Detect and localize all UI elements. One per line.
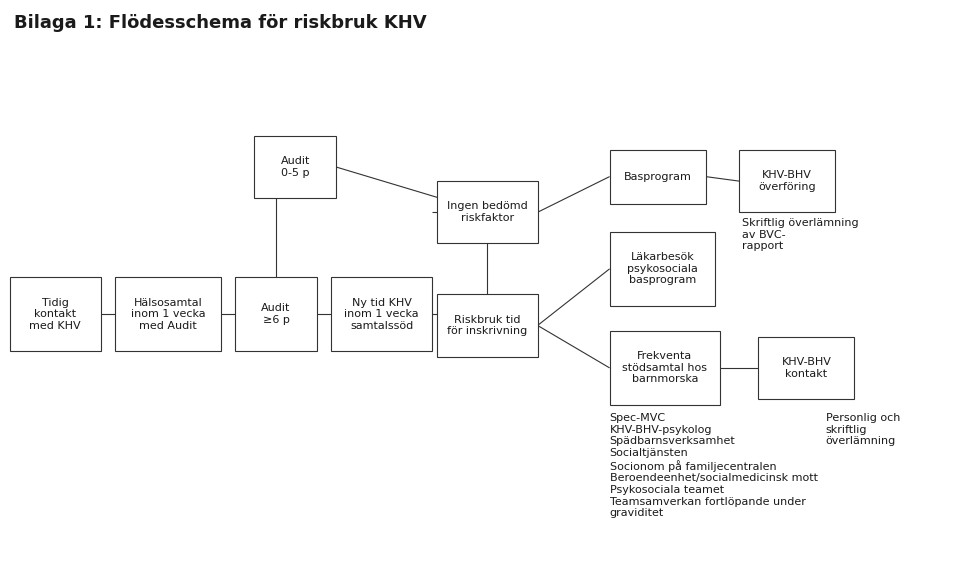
Text: Hälsosamtal
inom 1 vecka
med Audit: Hälsosamtal inom 1 vecka med Audit: [131, 298, 205, 331]
FancyBboxPatch shape: [610, 150, 706, 204]
Text: Ingen bedömd
riskfaktor: Ingen bedömd riskfaktor: [446, 201, 528, 223]
FancyBboxPatch shape: [437, 294, 538, 357]
Text: Bilaga 1: Flödesschema för riskbruk KHV: Bilaga 1: Flödesschema för riskbruk KHV: [14, 14, 427, 32]
Text: Basprogram: Basprogram: [624, 172, 691, 182]
FancyBboxPatch shape: [758, 337, 854, 399]
Text: Tidig
kontakt
med KHV: Tidig kontakt med KHV: [30, 298, 81, 331]
Text: Ny tid KHV
inom 1 vecka
samtalssöd: Ny tid KHV inom 1 vecka samtalssöd: [345, 298, 419, 331]
Text: KHV-BHV
överföring: KHV-BHV överföring: [758, 170, 816, 192]
FancyBboxPatch shape: [610, 232, 715, 306]
Text: Personlig och
skriftlig
överlämning: Personlig och skriftlig överlämning: [826, 413, 900, 447]
FancyBboxPatch shape: [254, 136, 336, 198]
Text: Audit
≥6 p: Audit ≥6 p: [261, 303, 291, 325]
Text: Audit
0-5 p: Audit 0-5 p: [280, 156, 310, 178]
Text: Läkarbesök
psykosociala
basprogram: Läkarbesök psykosociala basprogram: [627, 252, 698, 285]
FancyBboxPatch shape: [610, 331, 720, 405]
FancyBboxPatch shape: [437, 181, 538, 243]
Text: KHV-BHV
kontakt: KHV-BHV kontakt: [781, 357, 831, 379]
Text: Riskbruk tid
för inskrivning: Riskbruk tid för inskrivning: [447, 315, 527, 336]
Text: Spec-MVC
KHV-BHV-psykolog
Spädbarnsverksamhet
Socialtjänsten
Socionom på familje: Spec-MVC KHV-BHV-psykolog Spädbarnsverks…: [610, 413, 818, 518]
FancyBboxPatch shape: [115, 277, 221, 351]
Text: Frekventa
stödsamtal hos
barnmorska: Frekventa stödsamtal hos barnmorska: [622, 351, 708, 384]
FancyBboxPatch shape: [739, 150, 835, 212]
Text: Skriftlig överlämning
av BVC-
rapport: Skriftlig överlämning av BVC- rapport: [742, 218, 858, 251]
FancyBboxPatch shape: [331, 277, 432, 351]
FancyBboxPatch shape: [235, 277, 317, 351]
FancyBboxPatch shape: [10, 277, 101, 351]
